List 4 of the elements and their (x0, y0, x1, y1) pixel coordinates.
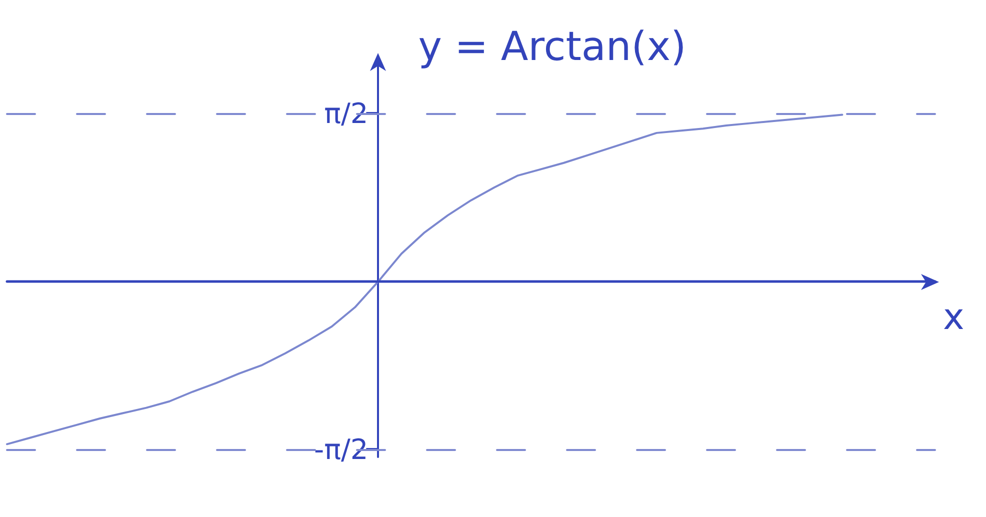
y-tick-label: π/2 (324, 97, 368, 130)
x-axis-title: x (943, 297, 964, 338)
y-tick-label: -π/2 (314, 433, 368, 466)
y-axis-title: y = Arctan(x) (418, 24, 686, 70)
